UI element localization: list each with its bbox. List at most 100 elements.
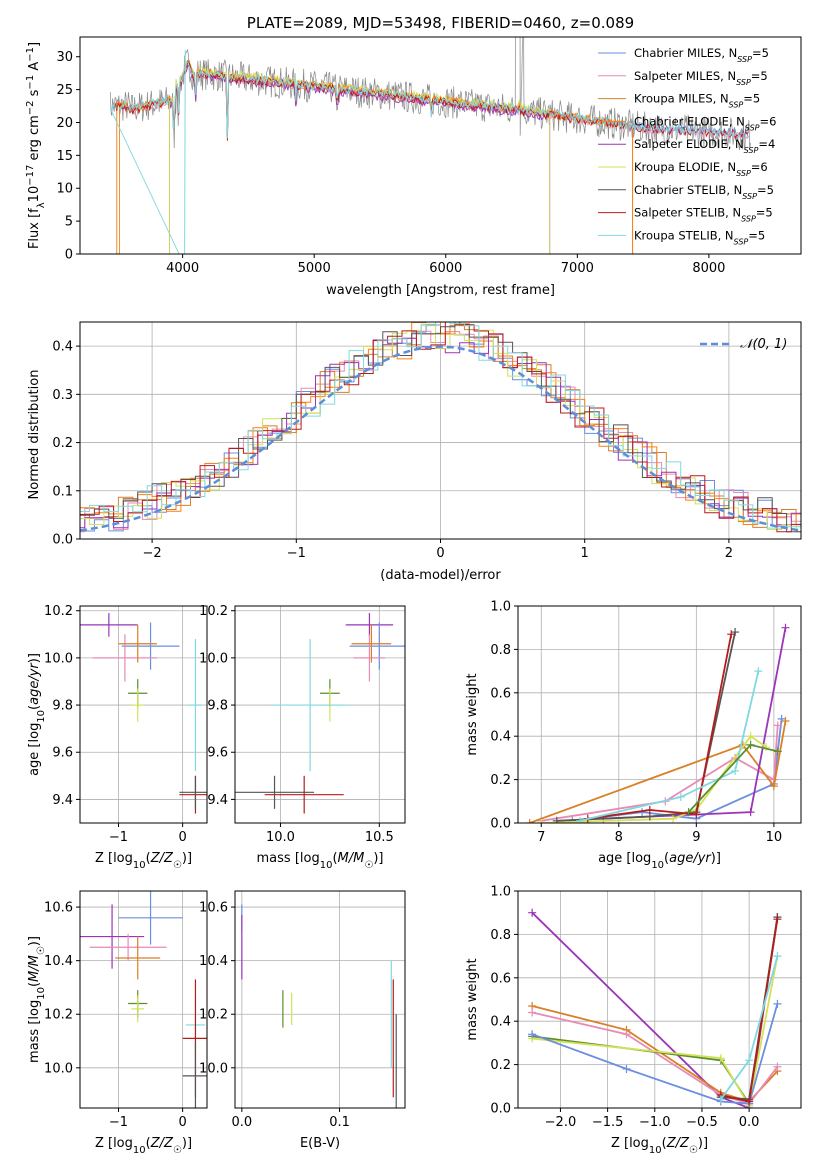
x-tick-label: 9 [692,830,700,845]
label-part: 10 [27,186,42,203]
axes-frame: −2.0 −1.5 −1.0 −0.5 0.0 0.0 0.2 0.4 0.6 0.8 1.0 [490,885,802,1130]
label-part: ☉ [689,1145,698,1156]
y-tick-label: 15 [56,149,73,164]
axes-frame-rect [517,890,802,1109]
h-alpha-line [519,37,524,136]
label-part: 10 [133,1145,146,1156]
x-tick-label: 0 [178,1115,186,1130]
weight-marker [716,1054,725,1063]
y-tick-label: 10 [56,182,73,197]
y-tick-label: 10.2 [44,604,73,619]
plot-area [528,908,782,1108]
axes-frame: −1 0 10.0 10.2 10.4 10.6 [44,890,208,1130]
legend-sub: SSP [744,146,759,155]
label-part: Z [log [611,1136,649,1151]
label-part: ( [662,1136,667,1151]
label-part: ☉ [36,946,47,955]
axes-frame: 0.0 0.1 10.0 10.2 10.4 10.6 [199,890,406,1130]
label-part: −1 [25,47,36,62]
legend-sub: SSP [736,169,751,178]
legend-text: Kroupa ELODIE, N [634,160,736,174]
x-tick-label: −2.0 [545,1115,577,1130]
x-tick-label: 8000 [692,261,725,276]
weight-marker [528,908,537,917]
legend-text: =4 [758,137,775,151]
legend-label: Kroupa ELODIE, NSSP=6 [634,160,768,178]
y-tick-label: 0.6 [490,971,511,986]
legend-sub: SSP [741,214,756,223]
label-part: −2 [25,100,36,115]
axes-frame-rect [79,890,208,1109]
legend-label: 𝒩(0, 1) [740,337,787,352]
y-tick-label: 10.2 [199,604,228,619]
legend-text: =5 [743,92,760,106]
x-tick-label: 6000 [429,261,462,276]
x-axis-label: Z [log10(Z/Z☉)] [95,851,192,871]
label-part: )] [711,851,721,866]
y-tick-label: 0.4 [52,340,73,355]
y-tick-label: 10.0 [44,1061,73,1076]
y-tick-label: 10.0 [199,1061,228,1076]
legend-label: Salpeter MILES, NSSP=5 [634,69,768,87]
x-tick-label: 4000 [166,261,199,276]
plot-area [109,37,751,254]
age-vs-mass-axes: 10.0 10.5 9.4 9.6 9.8 10.0 10.2 mass [log10(M/M… [199,604,406,871]
x-axis-label: (data-model)/error [380,568,501,583]
mass-weight-vs-metallicity-axes: −2.0 −1.5 −1.0 −0.5 0.0 0.0 0.2 0.4 0.6 0.8 1.0 Z [… [465,885,802,1156]
label-part: Z [log [95,1136,133,1151]
weight-marker [622,1030,631,1039]
label-part: A [27,62,42,75]
histogram-series [80,333,801,529]
label-part: Z [log [95,851,133,866]
weight-marker [745,1097,754,1106]
mass-vs-metallicity-axes: −1 010.010.210.410.6Z [log10(Z/Z☉)]mass [… [27,890,208,1156]
x-tick-label: −0.5 [686,1115,718,1130]
x-tick-label: 0 [178,830,186,845]
x-tick-label: 10.0 [266,830,295,845]
plot-area [235,613,405,814]
x-tick-label: 0.0 [231,1115,252,1130]
axes-frame-rect [79,36,802,255]
label-part: )] [373,851,383,866]
weight-marker [676,792,685,801]
x-axis-label: mass [log10(M/M☉)] [257,851,384,871]
y-tick-label: 0.8 [490,643,511,658]
label-part: )] [182,851,192,866]
histogram-series [80,330,801,533]
y-axis-label: Normed distribution [27,370,42,500]
label-part: 10 [651,860,664,871]
y-axis-label: mass weight [465,673,480,755]
mass-vs-extinction-axes: 0.0 0.1 10.0 10.2 10.4 10.6 E(B-V) [199,890,406,1151]
weight-marker [576,816,585,823]
label-part: age/yr [27,662,42,705]
label-part: ( [332,851,337,866]
y-tick-label: 0.8 [490,928,511,943]
axes-frame-rect [234,890,406,1109]
label-part: −17 [25,165,36,186]
legend-label: Chabrier STELIB, NSSP=5 [634,183,774,201]
legend-text: =5 [748,228,765,242]
weight-marker [552,816,561,823]
plot-area [80,613,207,814]
legend-text: =6 [760,114,777,128]
plot-area [80,891,207,1108]
y-tick-label: 0.3 [52,388,73,403]
legend-text: =5 [757,183,774,197]
label-part: 10 [320,860,333,871]
y-tick-label: 0.2 [490,1058,511,1073]
y-axis-label: mass [log10(M/M☉)] [27,936,47,1063]
x-tick-label: −2 [143,546,162,561]
y-tick-label: 0.2 [52,436,73,451]
legend-label: Salpeter STELIB, NSSP=5 [634,206,773,224]
label-part: 10 [649,1145,662,1156]
label-part: Z/Z [150,1136,174,1151]
weight-marker [528,1030,537,1039]
x-tick-label: −1 [287,546,306,561]
label-part: ( [664,851,669,866]
x-axis-label: Z [log10(Z/Z☉)] [95,1136,192,1156]
y-tick-label: 9.6 [52,746,73,761]
x-tick-label: 0.1 [329,1115,350,1130]
legend-sub: SSP [734,237,749,246]
y-tick-label: 10.4 [44,954,73,969]
